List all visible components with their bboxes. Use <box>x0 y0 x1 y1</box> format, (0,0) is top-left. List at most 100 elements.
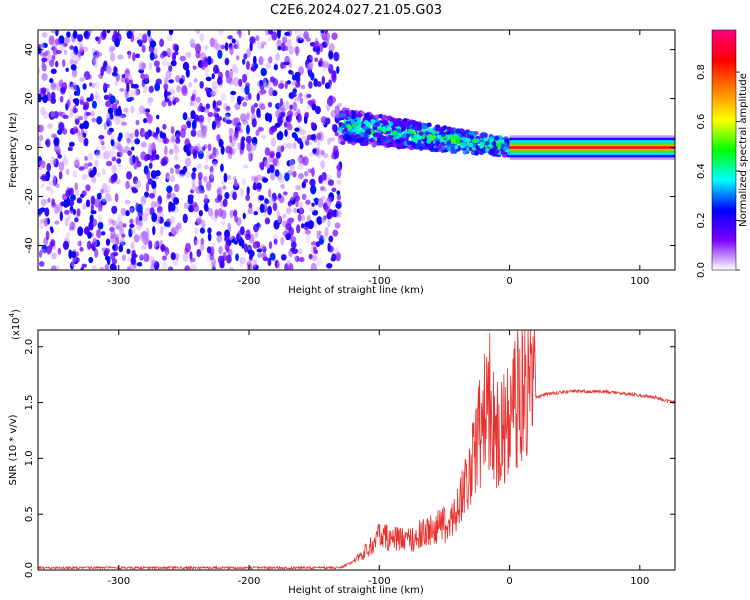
spectrogram-cell <box>316 216 323 225</box>
spectrogram-cell <box>38 208 43 215</box>
spectrogram-cell <box>182 61 190 71</box>
spectrogram-cell <box>105 83 110 89</box>
spectrogram-cell <box>217 255 225 265</box>
spectrogram-cell <box>262 77 269 87</box>
spectrogram-cell <box>160 157 167 167</box>
spectrogram-cell <box>429 147 435 153</box>
spectrogram-cell <box>303 115 308 125</box>
spectrogram-cell <box>351 110 357 116</box>
spectrogram-cell <box>58 121 65 132</box>
spectrogram-cell <box>289 165 296 171</box>
spectrogram-cell <box>296 113 302 123</box>
spectrogram-cell <box>143 252 147 262</box>
spectrogram-cell <box>66 31 71 38</box>
spectrogram-cell <box>233 66 240 75</box>
spectrogram-cell <box>313 221 318 229</box>
spectrogram-cell <box>163 83 169 91</box>
spectrogram-cell <box>94 159 99 167</box>
spectrogram-cell <box>107 217 112 227</box>
spectrogram-cell <box>138 215 143 222</box>
spectrogram-cell <box>462 150 468 155</box>
spectrogram-cell <box>205 180 212 191</box>
spectrogram-cell <box>503 138 509 143</box>
spectrogram-cell <box>130 241 135 250</box>
spectrogram-cell <box>461 141 467 147</box>
spectrogram-cell <box>290 70 294 76</box>
y-tick-label: 0.0 <box>24 562 35 578</box>
spectrogram-cell <box>136 262 143 267</box>
spectrogram-cell <box>204 193 208 204</box>
spectrogram-cell <box>166 61 171 67</box>
spectrogram-cell <box>94 248 99 258</box>
spectrogram-cell <box>105 185 111 192</box>
spectrogram-cell <box>128 89 134 97</box>
spectrogram-cell <box>170 252 176 261</box>
spectrogram-cell <box>59 95 64 103</box>
spectrogram-cell <box>211 257 217 267</box>
spectrogram-cell <box>268 188 272 199</box>
spectrogram-cell <box>336 164 343 172</box>
spectrogram-cell <box>247 152 252 161</box>
spectrogram-cell <box>91 117 97 123</box>
spectrogram-cell <box>489 137 495 142</box>
spectrogram-cell <box>406 140 412 146</box>
spectrogram-cell <box>203 164 209 170</box>
spectrogram-cell <box>63 154 67 160</box>
spectrogram-cell <box>263 81 268 90</box>
spectrogram-cell <box>201 128 207 139</box>
spectrogram-y-ticks: -40 -20 0 20 40 <box>24 43 675 254</box>
spectrogram-cell <box>299 128 306 136</box>
spectrogram-cell <box>197 129 203 138</box>
spectrogram-cell <box>77 50 82 57</box>
spectrogram-cell <box>97 36 101 45</box>
spectrogram-cell <box>184 138 191 147</box>
spectrogram-cell <box>318 174 323 184</box>
spectrogram-cell <box>301 193 307 201</box>
spectrogram-cell <box>125 180 130 190</box>
spectrogram-cell <box>201 130 207 139</box>
spectrogram-cell <box>218 186 223 196</box>
spectrogram-cell <box>91 176 97 184</box>
spectrogram-cell <box>256 222 260 228</box>
spectrogram-cell <box>125 68 130 74</box>
x-tick-label: -300 <box>107 576 130 587</box>
spectrogram-cell <box>331 32 338 40</box>
spectrogram-cell <box>173 97 180 103</box>
spectrogram-cell <box>101 152 108 160</box>
spectrogram-cell <box>161 56 167 67</box>
spectrogram-cell <box>142 85 148 94</box>
spectrogram-cell <box>80 266 84 270</box>
spectrogram-cell <box>286 123 293 131</box>
spectrogram-cell <box>94 94 101 102</box>
spectrogram-cell <box>59 78 63 85</box>
spectrogram-cell <box>294 127 300 132</box>
spectrogram-cell <box>108 120 113 127</box>
spectrogram-cell <box>95 145 100 152</box>
spectrogram-cell <box>181 124 188 131</box>
spectrogram-cell <box>41 32 48 38</box>
spectrogram-cell <box>345 123 351 129</box>
spectrogram-cell <box>225 106 231 111</box>
spectrogram-cell <box>291 74 298 81</box>
spectrogram-cell <box>298 206 304 214</box>
spectrogram-cell <box>285 223 292 231</box>
spectrogram-cell <box>271 31 278 41</box>
spectrogram-cell <box>120 121 127 126</box>
x-tick-label: -300 <box>107 276 130 287</box>
spectrogram-cell <box>263 211 268 218</box>
spectrogram-cell <box>106 30 111 34</box>
spectrogram-cell <box>45 170 51 180</box>
spectrogram-cell <box>293 97 301 102</box>
colorbar-tick-label: 0.0 <box>696 262 707 278</box>
spectrogram-cell <box>38 93 42 103</box>
spectrogram-cell <box>435 140 441 146</box>
spectrogram-cell <box>268 241 273 250</box>
spectrogram-cell <box>166 195 170 200</box>
spectrogram-cell <box>134 179 142 189</box>
spectrogram-cell <box>168 79 175 84</box>
spectrogram-cell <box>49 78 54 84</box>
spectrogram-cell <box>270 137 276 148</box>
spectrogram-cell <box>201 219 206 229</box>
x-tick-label: -200 <box>238 576 261 587</box>
spectrogram-cell <box>220 44 226 50</box>
